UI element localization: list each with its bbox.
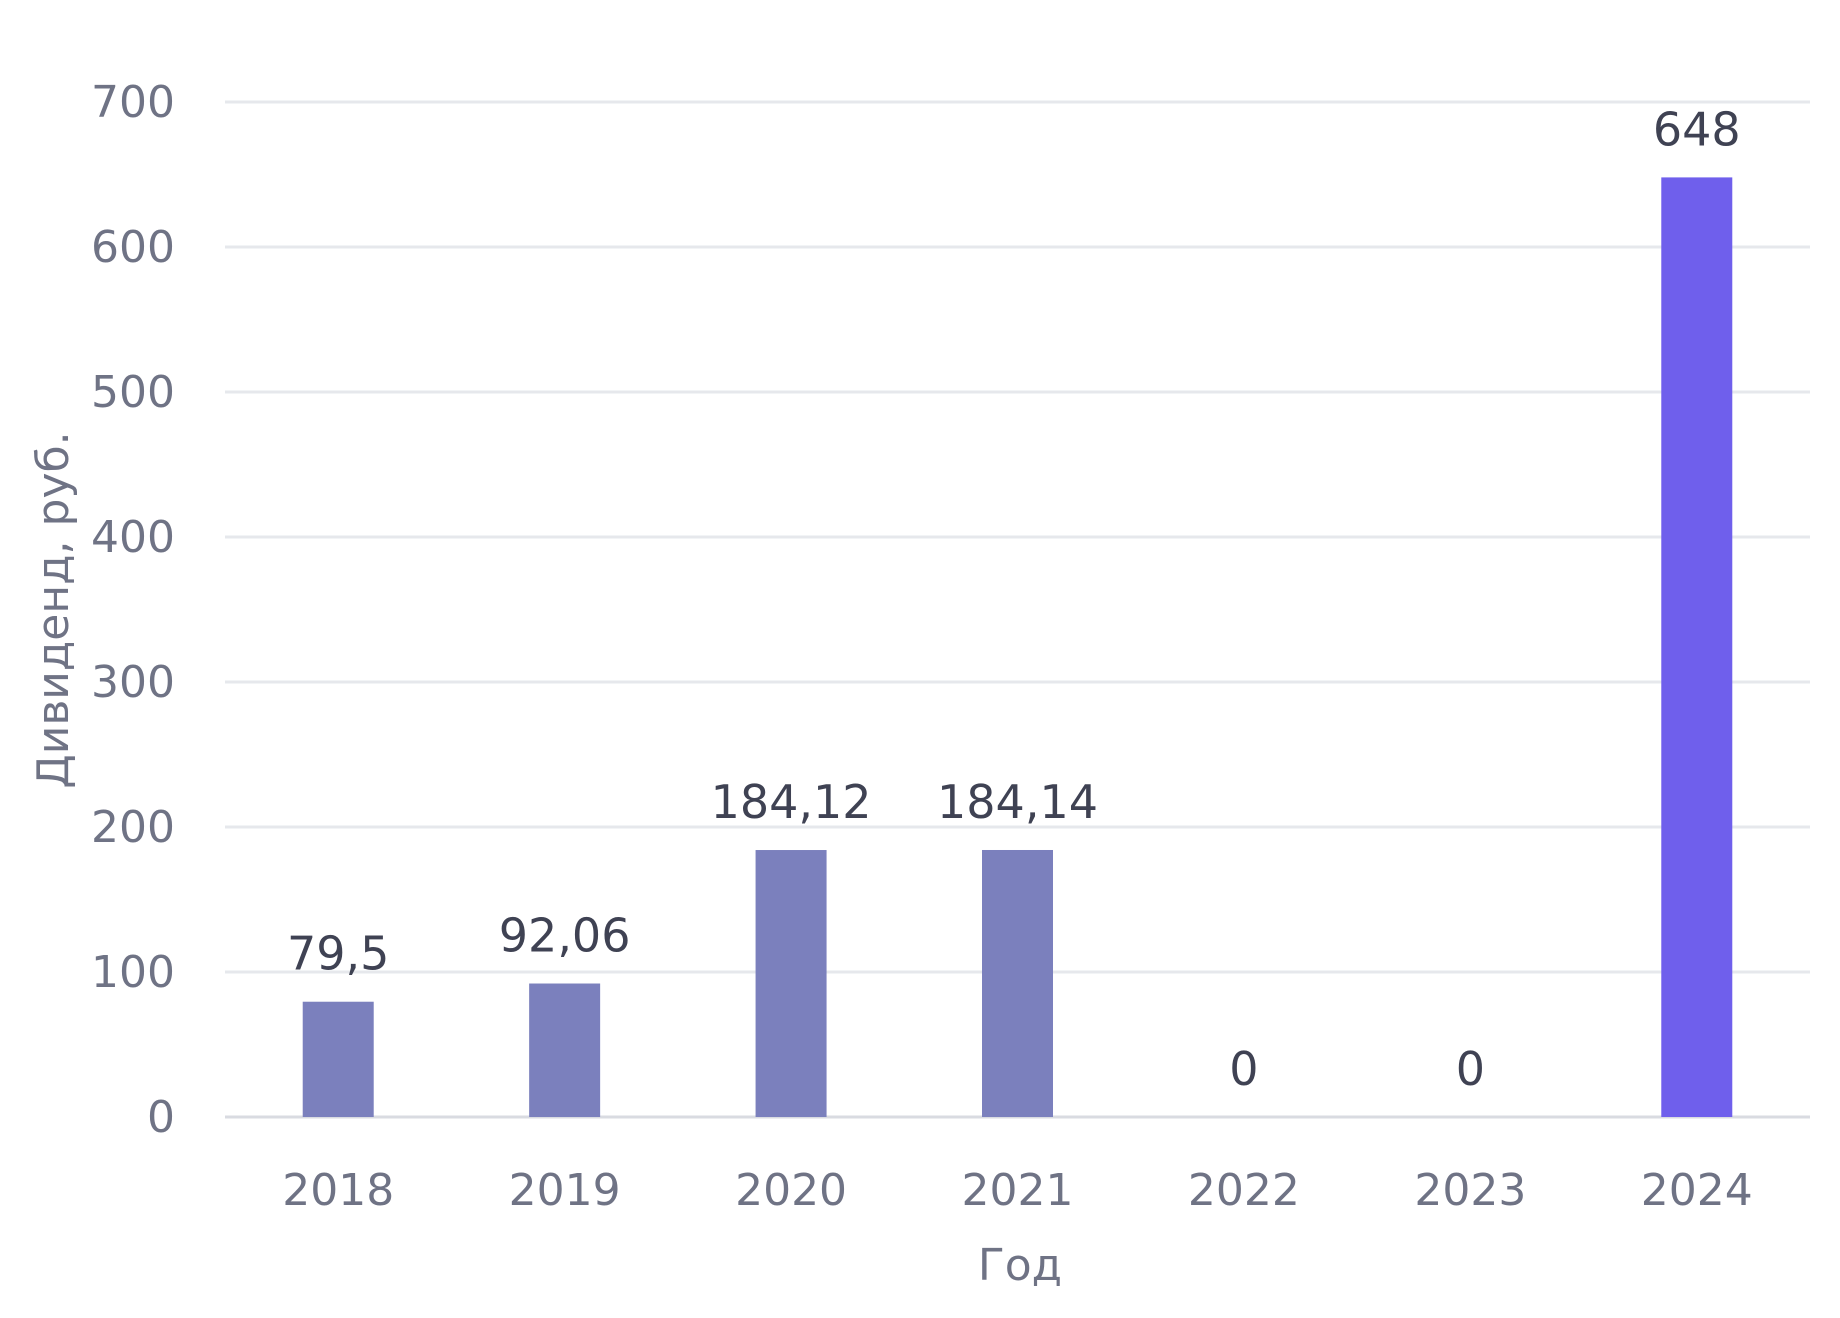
x-tick-label-2018: 2018 (282, 1165, 394, 1216)
y-tick-label: 100 (91, 947, 175, 998)
x-tick-label-2022: 2022 (1188, 1165, 1300, 1216)
x-axis-ticks: 2018 2019 2020 2021 2022 2023 2024 (282, 1165, 1753, 1216)
data-label-2018: 79,5 (287, 927, 389, 981)
data-labels: 79,5 92,06 184,12 184,14 0 0 648 (287, 102, 1741, 1096)
bar-2019 (529, 983, 601, 1117)
bar-2021 (982, 849, 1053, 1117)
y-tick-label: 0 (147, 1092, 175, 1143)
y-tick-label: 500 (91, 367, 175, 418)
y-tick-label: 400 (91, 512, 175, 563)
y-axis-title: Дивиденд, руб. (28, 431, 79, 788)
x-tick-label-2020: 2020 (735, 1165, 847, 1216)
data-label-2022: 0 (1229, 1042, 1258, 1096)
x-tick-label-2019: 2019 (509, 1165, 621, 1216)
data-label-2024: 648 (1653, 102, 1741, 156)
data-label-2021: 184,14 (937, 775, 1098, 829)
x-tick-label-2023: 2023 (1414, 1165, 1526, 1216)
y-tick-label: 700 (91, 77, 175, 128)
gridlines (225, 100, 1810, 1119)
bar-2020 (755, 850, 827, 1117)
x-tick-label-2024: 2024 (1641, 1165, 1753, 1216)
x-tick-label-2021: 2021 (962, 1165, 1074, 1216)
data-label-2019: 92,06 (499, 909, 631, 963)
bar-2024 (1661, 177, 1733, 1117)
y-tick-label: 600 (91, 222, 175, 273)
bar-2018 (302, 1001, 374, 1117)
y-tick-label: 300 (91, 657, 175, 708)
y-tick-label: 200 (91, 802, 175, 853)
data-label-2020: 184,12 (711, 775, 872, 829)
x-axis-title: Год (978, 1240, 1062, 1291)
bars (302, 177, 1733, 1117)
y-axis-ticks: 0 100 200 300 400 500 600 700 (91, 77, 175, 1143)
data-label-2023: 0 (1456, 1042, 1485, 1096)
